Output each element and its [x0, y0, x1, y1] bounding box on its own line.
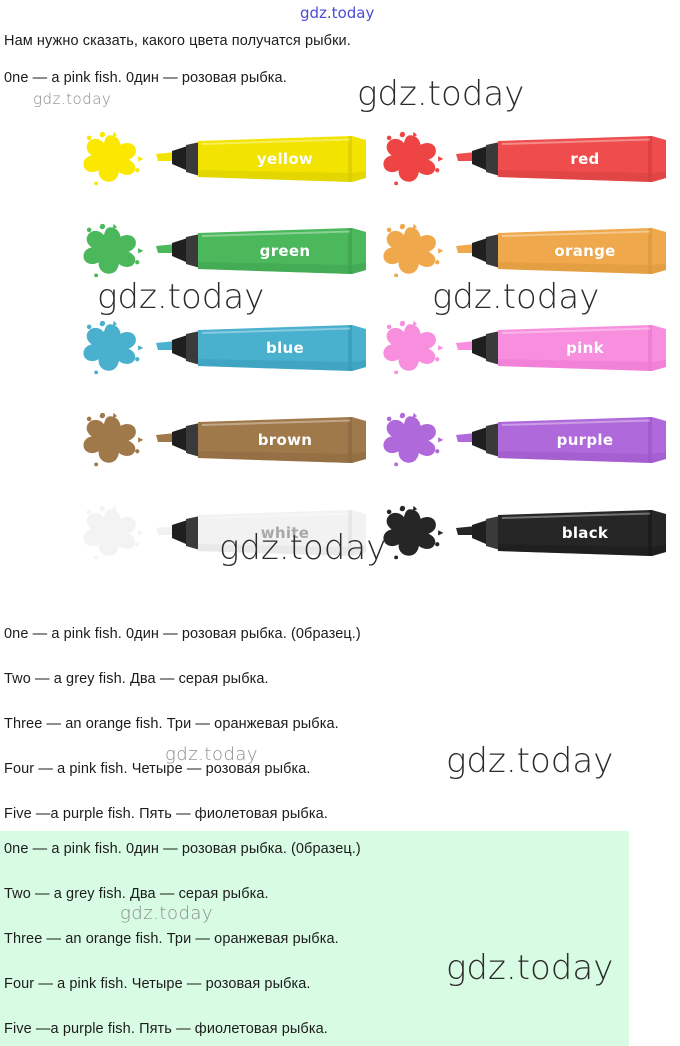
highlighter-pen-icon: green [156, 226, 368, 276]
paint-splat-icon [72, 130, 150, 186]
marker-item-pink: pink [368, 317, 668, 377]
paint-splat-icon [372, 130, 450, 186]
answer-panel [0, 831, 629, 1046]
watermark-header-small: gdz.today [33, 90, 112, 108]
marker-label: red [570, 150, 600, 168]
highlighter-pen-icon: white [156, 508, 368, 558]
highlighter-pen-icon: purple [456, 415, 668, 465]
color-marker-grid: yellow red green orange blue pink [0, 115, 680, 575]
highlighter-pen-icon: orange [456, 226, 668, 276]
marker-item-orange: orange [368, 220, 668, 280]
highlighter-pen-icon: red [456, 134, 668, 184]
marker-label: brown [257, 431, 313, 449]
paint-splat-icon [72, 411, 150, 467]
marker-label: blue [266, 339, 304, 357]
panel-answer-line: Four — a pink fish. Четыре — розовая рыб… [4, 976, 311, 992]
highlighter-pen-icon: black [456, 508, 668, 558]
highlighter-pen-icon: blue [156, 323, 368, 373]
marker-item-white: white [68, 502, 368, 562]
marker-item-brown: brown [68, 409, 368, 469]
marker-label: yellow [256, 150, 314, 168]
paint-splat-icon [372, 504, 450, 560]
example-sentence: 0ne — a pink fish. 0дин — розовая рыбка. [4, 70, 287, 86]
watermark-header-big: gdz.today [357, 74, 525, 114]
watermark-list-big: gdz.today [446, 741, 614, 781]
highlighter-pen-icon: pink [456, 323, 668, 373]
marker-item-green: green [68, 220, 368, 280]
answer-line: Three — an orange fish. Три — оранжевая … [4, 716, 339, 732]
panel-answer-line: Three — an orange fish. Три — оранжевая … [4, 931, 339, 947]
highlighter-pen-icon: yellow [156, 134, 368, 184]
marker-label: pink [566, 339, 604, 357]
marker-item-blue: blue [68, 317, 368, 377]
answer-line: Five —a purple fish. Пять — фиолетовая р… [4, 806, 328, 822]
marker-label: black [561, 524, 609, 542]
marker-item-black: black [368, 502, 668, 562]
panel-answer-line: 0ne — a pink fish. 0дин — розовая рыбка.… [4, 841, 361, 857]
highlighter-pen-icon: brown [156, 415, 368, 465]
instruction-text: Нам нужно сказать, какого цвета получатс… [4, 33, 351, 49]
watermark-top-blue: gdz.today [300, 4, 375, 22]
marker-item-purple: purple [368, 409, 668, 469]
answer-line: Two — a grey fish. Два — серая рыбка. [4, 671, 269, 687]
marker-label: purple [556, 431, 614, 449]
panel-answer-line: Two — a grey fish. Два — серая рыбка. [4, 886, 269, 902]
marker-item-red: red [368, 128, 668, 188]
marker-label: white [260, 524, 310, 542]
paint-splat-icon [72, 504, 150, 560]
paint-splat-icon [72, 319, 150, 375]
paint-splat-icon [372, 319, 450, 375]
paint-splat-icon [372, 222, 450, 278]
marker-label: green [259, 242, 311, 260]
answer-line: 0ne — a pink fish. 0дин — розовая рыбка.… [4, 626, 361, 642]
answer-line: Four — a pink fish. Четыре — розовая рыб… [4, 761, 311, 777]
panel-answer-line: Five —a purple fish. Пять — фиолетовая р… [4, 1021, 328, 1037]
paint-splat-icon [72, 222, 150, 278]
marker-item-yellow: yellow [68, 128, 368, 188]
marker-label: orange [554, 242, 616, 260]
paint-splat-icon [372, 411, 450, 467]
